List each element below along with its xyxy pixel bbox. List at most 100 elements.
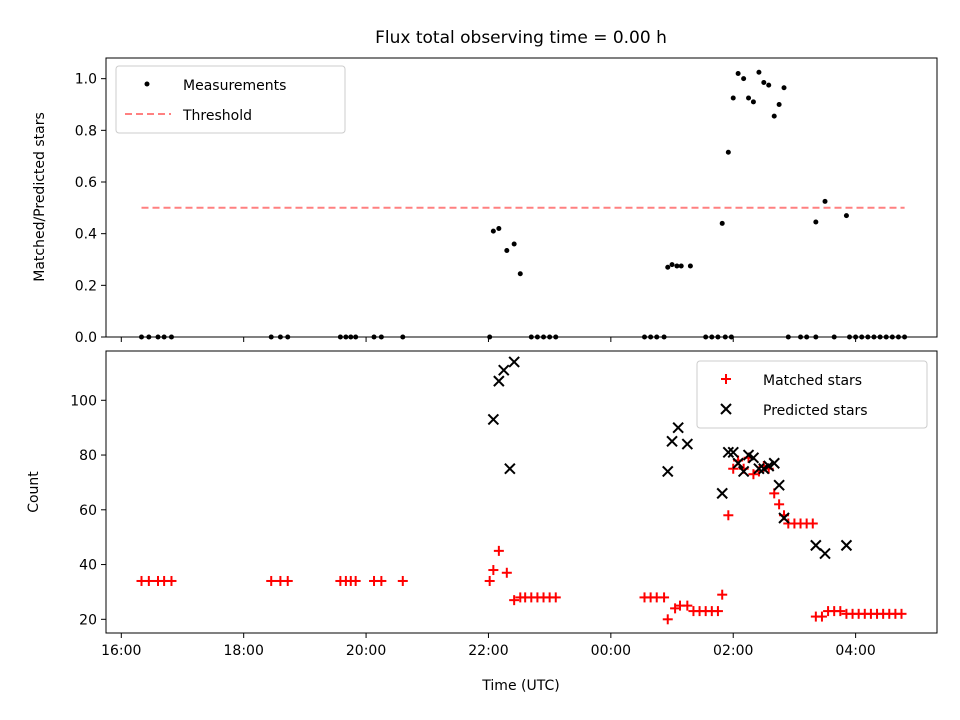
predicted-stars-marker [753, 463, 765, 475]
measurements-point [761, 80, 767, 86]
legend-label-threshold: Threshold [182, 108, 252, 124]
predicted-stars-marker [666, 435, 678, 448]
predicted-stars-marker-b [763, 460, 775, 472]
predicted-stars-marker [487, 413, 500, 426]
matched-stars-marker [896, 608, 907, 619]
matched-stars-marker [550, 592, 561, 603]
predicted-stars-marker [672, 421, 684, 434]
legend-label-matched-stars: Matched stars [763, 373, 862, 389]
matched-stars-marker [282, 575, 293, 586]
predicted-stars-marker-b [504, 463, 516, 475]
x-tick-label: 20:00 [346, 643, 386, 659]
x-tick-label: 18:00 [224, 643, 264, 659]
predicted-stars-marker-b [732, 457, 744, 469]
predicted-stars-marker [498, 364, 510, 376]
measurements-point [504, 247, 510, 253]
top-x-ticks [120, 337, 857, 342]
measurements-point [822, 198, 828, 204]
matched-stars-marker [509, 595, 520, 606]
measurements-point [750, 99, 756, 105]
measurements-point [511, 241, 517, 247]
matched-stars-marker [682, 600, 693, 611]
predicted-stars-marker [493, 375, 505, 387]
measurements-point [771, 113, 777, 119]
matched-stars-marker [493, 545, 504, 556]
legend-marker-matched-stars [721, 374, 731, 384]
measurements-point [741, 76, 747, 82]
bottom-y-ticks: 20 40 60 80 100 [70, 393, 106, 628]
matched-stars-marker [350, 575, 361, 586]
measurements-point [746, 95, 752, 101]
top-plot-frame [105, 57, 938, 338]
bottom-legend: Matched stars Predicted stars [696, 360, 928, 429]
legend-label-measurements: Measurements [183, 78, 286, 94]
x-tick-label: 00:00 [591, 643, 631, 659]
predicted-stars-marker [773, 479, 785, 491]
predicted-stars-marker [810, 539, 822, 552]
predicted-stars-marker-b [666, 435, 678, 448]
top-y-axis-label: Matched/Predicted stars [32, 112, 48, 282]
x-axis-label: Time (UTC) [481, 678, 559, 694]
predicted-stars-marker-b [810, 539, 822, 552]
predicted-stars-marker-b [737, 465, 750, 478]
chart-title: Flux total observing time = 0.00 h [375, 28, 667, 48]
predicted-stars-marker-b [722, 446, 735, 459]
predicted-stars-marker [508, 356, 520, 368]
predicted-stars-marker [747, 452, 760, 464]
matched-stars-marker [835, 606, 846, 617]
predicted-stars-marker-b [819, 547, 831, 560]
predicted-stars-marker-b [493, 375, 505, 387]
predicted-stars-marker-b [773, 479, 785, 491]
predicted-stars-marker-b [778, 512, 790, 524]
matched-stars-marker [774, 499, 785, 510]
bottom-x-ticks: 16:00 18:00 20:00 22:00 00:00 02:00 04:00 [101, 633, 876, 659]
predicted-stars-marker [716, 487, 728, 500]
predicted-stars-marker [681, 438, 694, 450]
predicted-stars-marker [504, 463, 516, 475]
predicted-stars-marker-b [768, 457, 780, 469]
measurements-point [517, 271, 523, 277]
predicted-stars-marker-b [662, 465, 674, 478]
predicted-stars-marker [778, 512, 790, 524]
top-y-tick-label: 0.2 [75, 278, 97, 294]
measurements-point [490, 228, 496, 234]
predicted-stars-marker-b [747, 452, 760, 464]
predicted-stars-marker [722, 446, 735, 459]
predicted-stars-marker [819, 547, 831, 560]
bottom-y-tick-label: 20 [79, 612, 97, 628]
measurements-point [735, 71, 741, 76]
top-panel: 0.0 0.2 0.4 0.6 0.8 1.0 Matched/Predicted sta… [32, 57, 938, 346]
bottom-y-tick-label: 100 [70, 393, 97, 409]
matched-stars-marker [397, 575, 408, 586]
matched-stars-marker [659, 592, 670, 603]
measurements-point [756, 69, 762, 75]
predicted-stars-marker-b [672, 421, 684, 434]
predicted-stars-marker [840, 539, 853, 552]
bottom-y-tick-label: 60 [79, 503, 97, 519]
measurements-point [776, 102, 782, 107]
matched-stars-marker [748, 469, 759, 480]
measurements-point [725, 149, 731, 155]
predicted-stars-marker [732, 457, 744, 469]
measurements-point [678, 263, 684, 269]
top-y-tick-label: 1.0 [75, 72, 97, 88]
measurements-point [719, 220, 725, 226]
top-y-tick-label: 0.4 [75, 227, 97, 243]
measurements-point [496, 226, 502, 231]
predicted-stars-marker [727, 446, 739, 459]
measurements-point [669, 262, 675, 268]
bottom-y-axis-label: Count [26, 471, 42, 513]
top-y-tick-label: 0.0 [75, 330, 97, 346]
measurements-point [674, 263, 680, 269]
top-legend: Measurements Threshold [115, 65, 346, 134]
measurements-point [813, 219, 819, 225]
predicted-stars-marker-b [508, 356, 520, 368]
predicted-stars-marker [737, 465, 750, 478]
bottom-y-tick-label: 40 [79, 558, 97, 574]
top-y-ticks: 0.0 0.2 0.4 0.6 0.8 1.0 [75, 72, 106, 346]
x-tick-label: 02:00 [713, 643, 753, 659]
measurements-point [730, 95, 736, 101]
legend-marker-predicted-stars [720, 403, 732, 415]
legend-label-predicted-stars: Predicted stars [763, 403, 868, 419]
